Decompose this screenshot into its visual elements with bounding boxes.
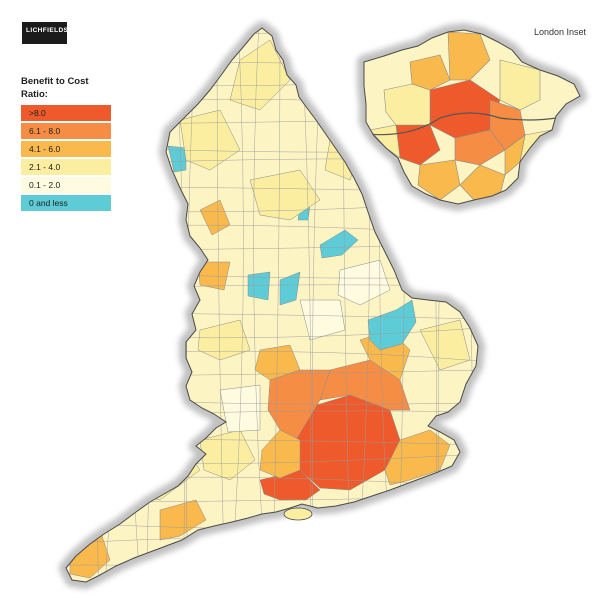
district-boundary: [66, 28, 71, 582]
logo-text: LICHFIELDS: [26, 27, 69, 34]
legend-item: 0 and less: [21, 195, 111, 211]
district-boundary: [90, 28, 100, 582]
region-area: [167, 145, 187, 173]
region-area: [267, 369, 331, 441]
region-area: [299, 299, 346, 341]
legend-item: >8.0: [21, 105, 111, 121]
borough-area: [499, 59, 541, 111]
borough-area: [454, 129, 506, 166]
legend-title: Benefit to Cost Ratio:: [21, 76, 89, 100]
region-area: [319, 229, 359, 259]
england-outline: [65, 27, 479, 583]
borough-area: [459, 164, 506, 201]
region-area: [279, 271, 301, 306]
region-area: [199, 199, 231, 236]
legend-item: 0.1 - 2.0: [21, 177, 111, 193]
inset-title: London Inset: [534, 27, 587, 37]
borough-area: [383, 83, 431, 126]
borough-area: [417, 159, 461, 201]
isle-of-wight: [283, 507, 313, 521]
london-boroughs: [365, 31, 557, 201]
river-thames: [365, 112, 557, 136]
region-area: [247, 271, 271, 301]
region-area: [337, 259, 391, 306]
region-area: [229, 39, 291, 111]
region-area: [197, 261, 231, 291]
london-outline: [363, 29, 581, 205]
district-boundary: [103, 28, 118, 582]
legend-item: 2.1 - 4.0: [21, 159, 111, 175]
london-inset-map: [357, 23, 587, 211]
district-boundary: [229, 28, 244, 582]
borough-area: [447, 31, 491, 81]
district-boundary: [216, 28, 226, 582]
legend-item: 6.1 - 8.0: [21, 123, 111, 139]
region-area: [254, 344, 301, 381]
region-area: [159, 499, 207, 541]
legend-item: 4.1 - 6.0: [21, 141, 111, 157]
region-area: [219, 384, 261, 433]
borough-area: [409, 54, 451, 91]
legend: Benefit to Cost Ratio: >8.0 6.1 - 8.0 4.1 …: [21, 75, 111, 213]
lichfields-logo: LICHFIELDS: [22, 22, 69, 44]
region-area: [197, 319, 251, 361]
legend-list: >8.0 6.1 - 8.0 4.1 - 6.0 2.1 - 4.0 0.1 - 2.0…: [21, 105, 111, 211]
